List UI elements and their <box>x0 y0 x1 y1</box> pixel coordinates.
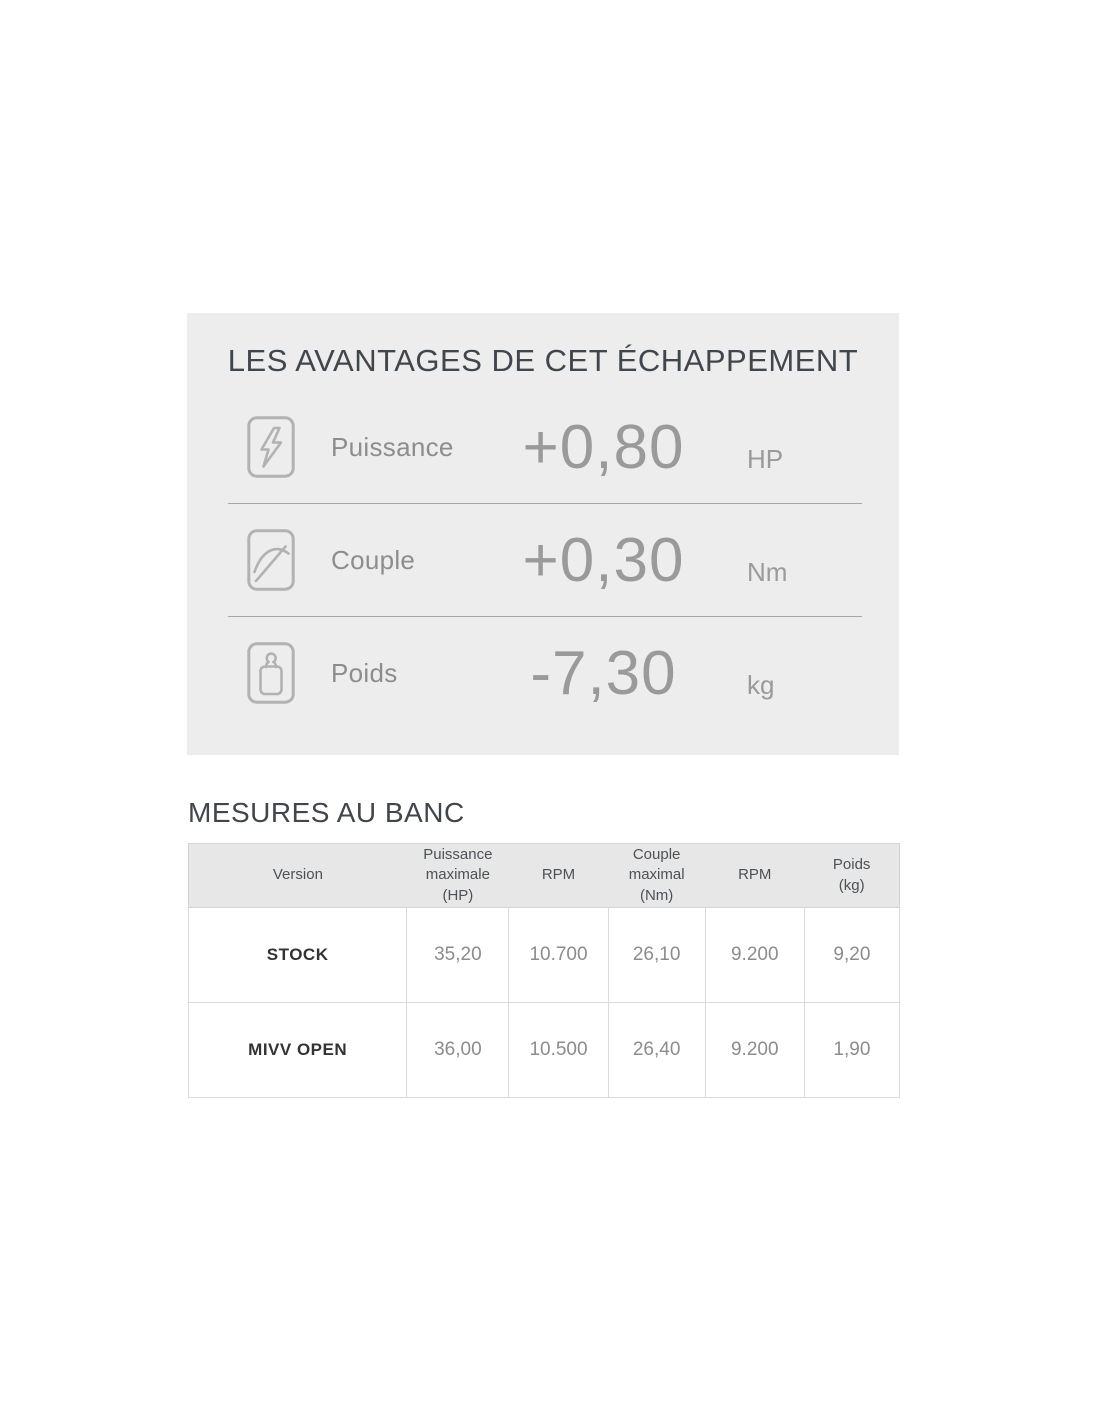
row-divider <box>228 503 862 504</box>
max-power-value: 35,20 <box>406 907 510 1003</box>
advantage-value-group: -7,30 kg <box>486 638 774 709</box>
advantage-row-power: Puissance +0,80 HP <box>187 391 899 503</box>
advantage-value: +0,80 <box>522 412 685 482</box>
table-row: STOCK 35,20 10.700 26,10 9.200 9,20 <box>187 907 901 1003</box>
weight-value: 1,90 <box>803 1002 901 1098</box>
header-rpm-power: RPM <box>508 843 609 908</box>
advantages-rows: Puissance +0,80 HP Couple <box>187 391 899 729</box>
max-power-value: 36,00 <box>406 1002 510 1098</box>
bench-measurements-heading: MESURES AU BANC <box>188 797 465 828</box>
row-divider <box>228 616 862 617</box>
weight-value: 9,20 <box>803 907 901 1003</box>
rpm-power-value: 10.500 <box>508 1002 609 1098</box>
advantage-row-weight: Poids -7,30 kg <box>187 617 899 729</box>
header-rpm-torque: RPM <box>705 843 805 908</box>
max-torque-value: 26,40 <box>607 1002 706 1098</box>
version-name: MIVV OPEN <box>187 1002 408 1098</box>
advantage-value: +0,30 <box>522 525 685 595</box>
torque-gauge-icon <box>247 529 295 591</box>
header-weight: Poids (kg) <box>804 843 900 908</box>
table-row: MIVV OPEN 36,00 10.500 26,40 9.200 1,90 <box>187 1002 901 1098</box>
advantage-row-torque: Couple +0,30 Nm <box>187 504 899 616</box>
advantage-value-group: +0,30 Nm <box>486 525 788 596</box>
lightning-icon <box>247 416 295 478</box>
advantage-label: Couple <box>331 544 416 575</box>
advantage-unit: HP <box>747 443 784 474</box>
header-max-power: Puissance maximale (HP) <box>406 843 509 908</box>
advantage-label: Puissance <box>331 431 454 462</box>
advantage-value: -7,30 <box>530 638 677 708</box>
rpm-torque-value: 9.200 <box>704 907 805 1003</box>
rpm-power-value: 10.700 <box>508 907 609 1003</box>
table-header-row: Version Puissance maximale (HP) RPM Coup… <box>188 843 900 908</box>
version-name: STOCK <box>187 907 408 1003</box>
advantage-value-group: +0,80 HP <box>486 412 784 483</box>
weight-icon <box>247 642 295 704</box>
rpm-torque-value: 9.200 <box>704 1002 805 1098</box>
advantages-title: LES AVANTAGES DE CET ÉCHAPPEMENT <box>227 343 859 378</box>
advantage-unit: Nm <box>747 556 788 587</box>
header-max-torque: Couple maximal (Nm) <box>608 843 706 908</box>
max-torque-value: 26,10 <box>607 907 706 1003</box>
bench-measurements-table: Version Puissance maximale (HP) RPM Coup… <box>187 843 901 1098</box>
advantage-unit: kg <box>747 669 775 700</box>
advantages-panel: LES AVANTAGES DE CET ÉCHAPPEMENT Puissan… <box>187 313 899 755</box>
header-version: Version <box>188 843 407 908</box>
advantage-label: Poids <box>331 657 398 688</box>
bench-measurements-section: MESURES AU BANC Version Puissance maxima… <box>187 797 901 1098</box>
